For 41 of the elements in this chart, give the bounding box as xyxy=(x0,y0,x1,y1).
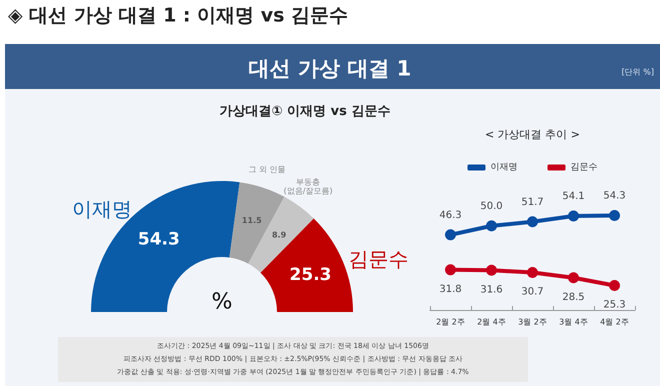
slice-label: 이재명 xyxy=(72,196,132,221)
point xyxy=(486,264,497,276)
legend-label: 이재명 xyxy=(490,162,518,172)
data-label: 54.1 xyxy=(562,190,585,202)
data-label: 54.3 xyxy=(603,190,626,202)
point xyxy=(527,216,538,228)
data-label: 31.6 xyxy=(480,284,503,296)
data-label: 30.7 xyxy=(521,286,544,298)
data-label: 31.8 xyxy=(439,284,462,295)
x-tick-label: 3월 4주 xyxy=(559,318,588,326)
chart-subtitle: 가상대결① 이재명 vs 김문수 xyxy=(220,104,390,119)
chart-title: < 가상대결 추이 > xyxy=(485,128,580,141)
x-tick-label: 2월 2주 xyxy=(436,318,465,326)
text: ◈ 대선 가상 대결 1 : 이재명 vs 김문수 xyxy=(8,4,348,26)
x-tick-label: 2월 4주 xyxy=(477,318,506,326)
point xyxy=(609,210,620,221)
data-label: 28.5 xyxy=(562,292,585,303)
data-label: 11.5 xyxy=(242,216,262,226)
slice-label: 그 외 인물 xyxy=(248,165,286,174)
point xyxy=(445,229,456,240)
chart-title: 대선 가상 대결 1 xyxy=(248,56,412,80)
slice-label: 부동층 (없음/잘모름) xyxy=(284,177,333,196)
point xyxy=(609,280,620,291)
legend-label: 김문수 xyxy=(570,162,598,172)
data-label: 8.9 xyxy=(272,230,287,240)
slice-label: 김문수 xyxy=(348,246,408,271)
data-label: 50.0 xyxy=(480,200,503,212)
data-label: 54.3 xyxy=(138,230,180,250)
data-label: 51.7 xyxy=(521,196,544,208)
text: [단위 %] xyxy=(622,68,654,76)
x-tick-label: 4월 2주 xyxy=(600,318,629,326)
data-label: 25.3 xyxy=(603,300,626,310)
point xyxy=(568,272,579,284)
data-label: 46.3 xyxy=(439,210,462,221)
x-tick-label: 3월 2주 xyxy=(518,318,547,326)
data-label: 25.3 xyxy=(290,264,332,285)
text: % xyxy=(212,290,232,314)
point xyxy=(527,266,538,278)
point xyxy=(445,264,456,276)
point xyxy=(568,210,579,222)
point xyxy=(486,220,497,232)
